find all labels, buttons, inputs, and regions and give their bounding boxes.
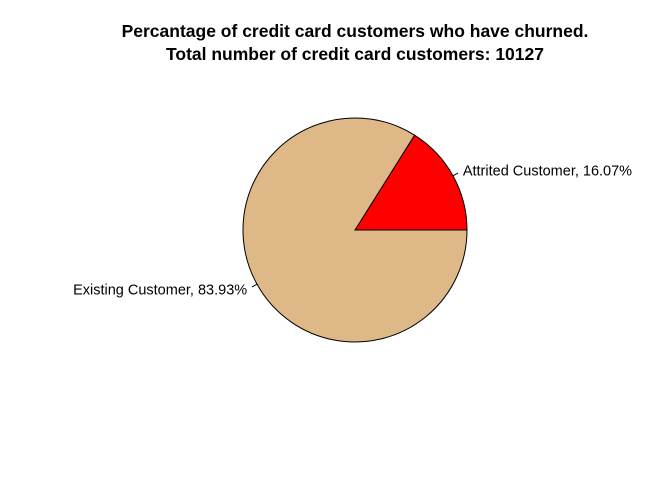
chart-title: Percantage of credit card customers who … — [122, 21, 589, 41]
pie-leader-line — [452, 172, 459, 177]
pie-labels: Attrited Customer, 16.07% Existing Custom… — [73, 163, 632, 298]
pie-slices — [242, 117, 468, 343]
pie-slice-label: Existing Customer, 83.93% — [73, 283, 247, 299]
pie-leader-line — [251, 283, 258, 288]
chart-subtitle: Total number of credit card customers: 1… — [166, 44, 544, 64]
pie-slice-existing-customer — [242, 117, 468, 343]
pie-slice-attrited-customer — [354, 134, 468, 231]
pie-slice-label: Attrited Customer, 16.07% — [463, 163, 632, 179]
